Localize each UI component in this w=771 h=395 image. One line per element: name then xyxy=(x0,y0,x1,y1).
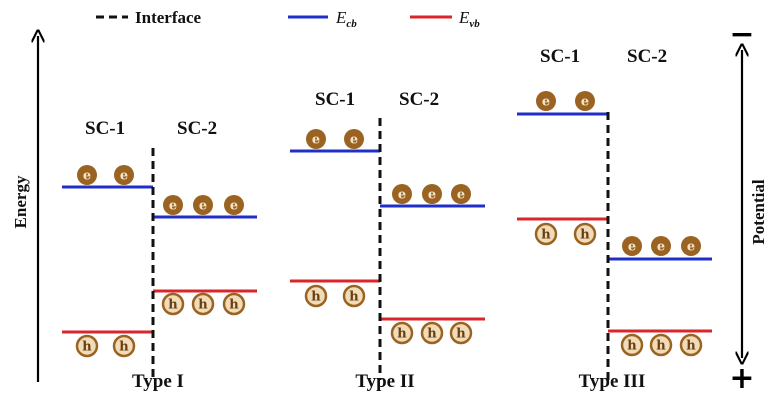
svg-text:h: h xyxy=(119,340,129,355)
electron: e xyxy=(681,236,701,256)
hole: h xyxy=(534,222,558,246)
svg-text:h: h xyxy=(198,298,208,313)
hole: h xyxy=(649,333,673,357)
electron: e xyxy=(344,129,364,149)
hole: h xyxy=(304,284,328,308)
potential-minus-sign: − xyxy=(729,17,754,52)
potential-plus-sign: + xyxy=(729,361,754,395)
hole: h xyxy=(342,284,366,308)
electron: e xyxy=(622,236,642,256)
hole: h xyxy=(620,333,644,357)
panel-type-1: SC-1 SC-2 e e e e e h h h h h Type I xyxy=(62,118,257,392)
hole: h xyxy=(679,333,703,357)
electron: e xyxy=(451,184,471,204)
potential-axis: − + Potential xyxy=(729,17,768,395)
svg-text:h: h xyxy=(168,298,178,313)
panel-type-1-sc2-label: SC-2 xyxy=(177,118,217,139)
electron: e xyxy=(575,91,595,111)
panel-type-3: SC-1 SC-2 e e e e e h h h h h Type III xyxy=(517,46,712,392)
svg-text:e: e xyxy=(83,169,91,184)
electron: e xyxy=(193,195,213,215)
panel-type-3-title: Type III xyxy=(579,371,646,392)
svg-text:e: e xyxy=(628,240,636,255)
svg-text:e: e xyxy=(398,188,406,203)
svg-text:h: h xyxy=(686,339,696,354)
potential-label: Potential xyxy=(749,179,768,244)
panel-type-1-title: Type I xyxy=(132,371,184,392)
panel-type-1-sc1-label: SC-1 xyxy=(85,118,125,139)
panel-type-2-sc2-label: SC-2 xyxy=(399,89,439,110)
legend: Interface Ecb Evb xyxy=(96,8,480,30)
panel-type-3-sc2-label: SC-2 xyxy=(627,46,667,67)
svg-text:e: e xyxy=(230,199,238,214)
svg-text:e: e xyxy=(120,169,128,184)
energy-axis: Energy xyxy=(11,36,38,382)
panel-type-3-sc1-label: SC-1 xyxy=(540,46,580,67)
electron: e xyxy=(651,236,671,256)
legend-ecb-label: Ecb xyxy=(335,8,357,30)
svg-text:e: e xyxy=(312,133,320,148)
type-3-carriers: e e e e e h h h h h xyxy=(534,91,703,357)
type-1-carriers: e e e e e h h h h h xyxy=(75,165,246,358)
svg-text:h: h xyxy=(541,228,551,243)
svg-text:e: e xyxy=(169,199,177,214)
svg-text:h: h xyxy=(580,228,590,243)
svg-text:h: h xyxy=(427,327,437,342)
svg-text:h: h xyxy=(456,327,466,342)
svg-text:h: h xyxy=(82,340,92,355)
svg-text:h: h xyxy=(311,290,321,305)
electron: e xyxy=(422,184,442,204)
hole: h xyxy=(161,292,185,316)
svg-text:e: e xyxy=(199,199,207,214)
hole: h xyxy=(449,321,473,345)
svg-text:e: e xyxy=(428,188,436,203)
svg-text:e: e xyxy=(542,95,550,110)
electron: e xyxy=(224,195,244,215)
hole: h xyxy=(573,222,597,246)
legend-interface-label: Interface xyxy=(135,8,202,27)
svg-text:h: h xyxy=(229,298,239,313)
svg-text:e: e xyxy=(657,240,665,255)
hole: h xyxy=(191,292,215,316)
energy-label: Energy xyxy=(11,175,30,228)
electron: e xyxy=(392,184,412,204)
panel-type-2: SC-1 SC-2 e e e e e h h h h h Type II xyxy=(290,89,485,392)
panel-type-2-title: Type II xyxy=(355,371,414,392)
svg-text:e: e xyxy=(687,240,695,255)
hole: h xyxy=(222,292,246,316)
hole: h xyxy=(420,321,444,345)
svg-text:h: h xyxy=(397,327,407,342)
panel-type-2-sc1-label: SC-1 xyxy=(315,89,355,110)
svg-text:h: h xyxy=(349,290,359,305)
electron: e xyxy=(77,165,97,185)
svg-text:h: h xyxy=(656,339,666,354)
type-2-carriers: e e e e e h h h h h xyxy=(304,129,473,345)
electron: e xyxy=(306,129,326,149)
svg-text:e: e xyxy=(581,95,589,110)
electron: e xyxy=(163,195,183,215)
legend-evb-label: Evb xyxy=(458,8,480,30)
svg-text:e: e xyxy=(350,133,358,148)
svg-text:e: e xyxy=(457,188,465,203)
hole: h xyxy=(112,334,136,358)
hole: h xyxy=(390,321,414,345)
hole: h xyxy=(75,334,99,358)
electron: e xyxy=(114,165,134,185)
svg-text:h: h xyxy=(627,339,637,354)
electron: e xyxy=(536,91,556,111)
